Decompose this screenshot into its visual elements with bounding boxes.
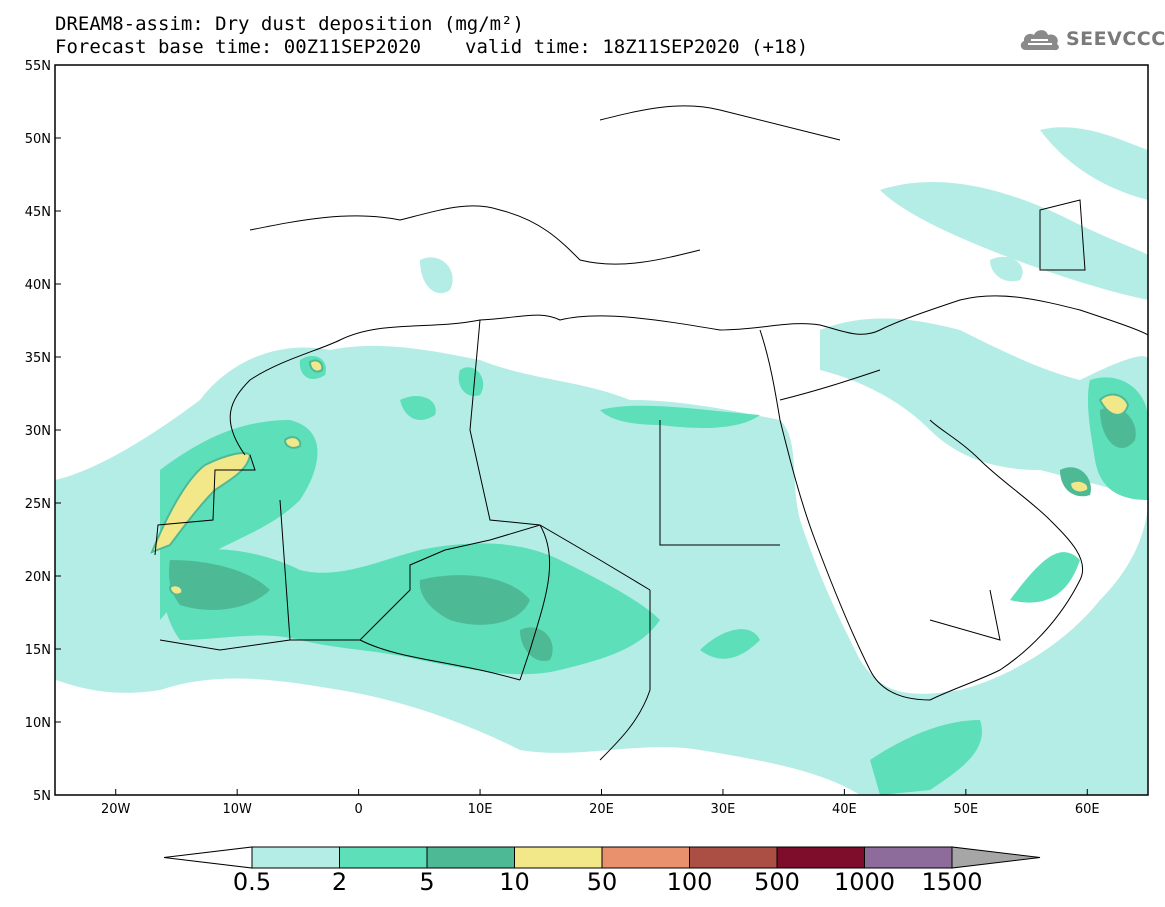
seevccc-logo: SEEVCCC xyxy=(1018,26,1165,52)
colorbar-max-arrow xyxy=(951,846,1041,869)
lon-tick-label: 10E xyxy=(468,802,493,817)
valid-time: valid time: 18Z11SEP2020 (+18) xyxy=(465,36,809,58)
lat-tick-label: 5N xyxy=(33,789,51,804)
lon-tick-label: 0 xyxy=(354,802,362,817)
colorbar-label: 5 xyxy=(419,868,435,896)
lon-tick-label: 10W xyxy=(222,802,252,817)
lat-tick-label: 25N xyxy=(25,497,51,512)
colorbar-label: 500 xyxy=(754,868,800,896)
lon-tick-label: 30E xyxy=(711,802,736,817)
lat-tick-label: 40N xyxy=(25,278,51,293)
lat-tick-label: 35N xyxy=(25,351,51,366)
country-borders xyxy=(154,105,1148,761)
lon-tick-label: 60E xyxy=(1075,802,1100,817)
lon-tick-label: 50E xyxy=(953,802,978,817)
lat-tick-label: 15N xyxy=(25,643,51,658)
lon-tick-label: 20E xyxy=(589,802,614,817)
lat-tick-label: 20N xyxy=(25,570,51,585)
lat-tick-label: 10N xyxy=(25,716,51,731)
colorbar-swatch xyxy=(251,846,340,869)
colorbar-swatch xyxy=(689,846,778,869)
colorbar-label: 10 xyxy=(499,868,530,896)
logo-text: SEEVCCC xyxy=(1066,28,1165,50)
colorbar-label: 2 xyxy=(331,868,348,896)
colorbar-swatch xyxy=(601,846,690,869)
colorbar-swatch xyxy=(339,846,428,869)
contour-level-3 xyxy=(169,407,1136,661)
longitude-axis: 20W 10W 0 10E 20E 30E 40E 50E 60E xyxy=(101,789,1100,817)
colorbar-label: 1000 xyxy=(833,868,896,896)
colorbar-swatch xyxy=(514,846,603,869)
cloud-icon xyxy=(1020,30,1059,51)
colorbar-min-arrow xyxy=(163,846,253,869)
colorbar-swatch xyxy=(864,846,953,869)
colorbar xyxy=(163,846,1041,869)
title-line-2: Forecast base time: 00Z11SEP2020 valid ti… xyxy=(55,36,808,58)
colorbar-label: 1500 xyxy=(921,868,983,896)
colorbar-label: 100 xyxy=(666,868,713,896)
lat-tick-label: 45N xyxy=(25,205,51,220)
lon-tick-label: 40E xyxy=(832,802,857,817)
latitude-axis: 55N 50N 45N 40N 35N 30N 25N 20N 15N 10N 5N xyxy=(25,59,61,804)
colorbar-label: 0.5 xyxy=(232,868,272,896)
colorbar-label: 50 xyxy=(586,868,618,896)
colorbar-swatch xyxy=(426,846,515,869)
lat-tick-label: 55N xyxy=(25,59,51,74)
colorbar-swatch xyxy=(776,846,865,869)
contour-level-4 xyxy=(150,359,1130,596)
forecast-base-time: Forecast base time: 00Z11SEP2020 xyxy=(55,36,422,58)
lat-tick-label: 30N xyxy=(25,424,51,439)
lat-tick-label: 50N xyxy=(25,132,51,147)
title-line-1: DREAM8-assim: Dry dust deposition (mg/m²… xyxy=(55,13,524,35)
lon-tick-label: 20W xyxy=(101,802,131,817)
